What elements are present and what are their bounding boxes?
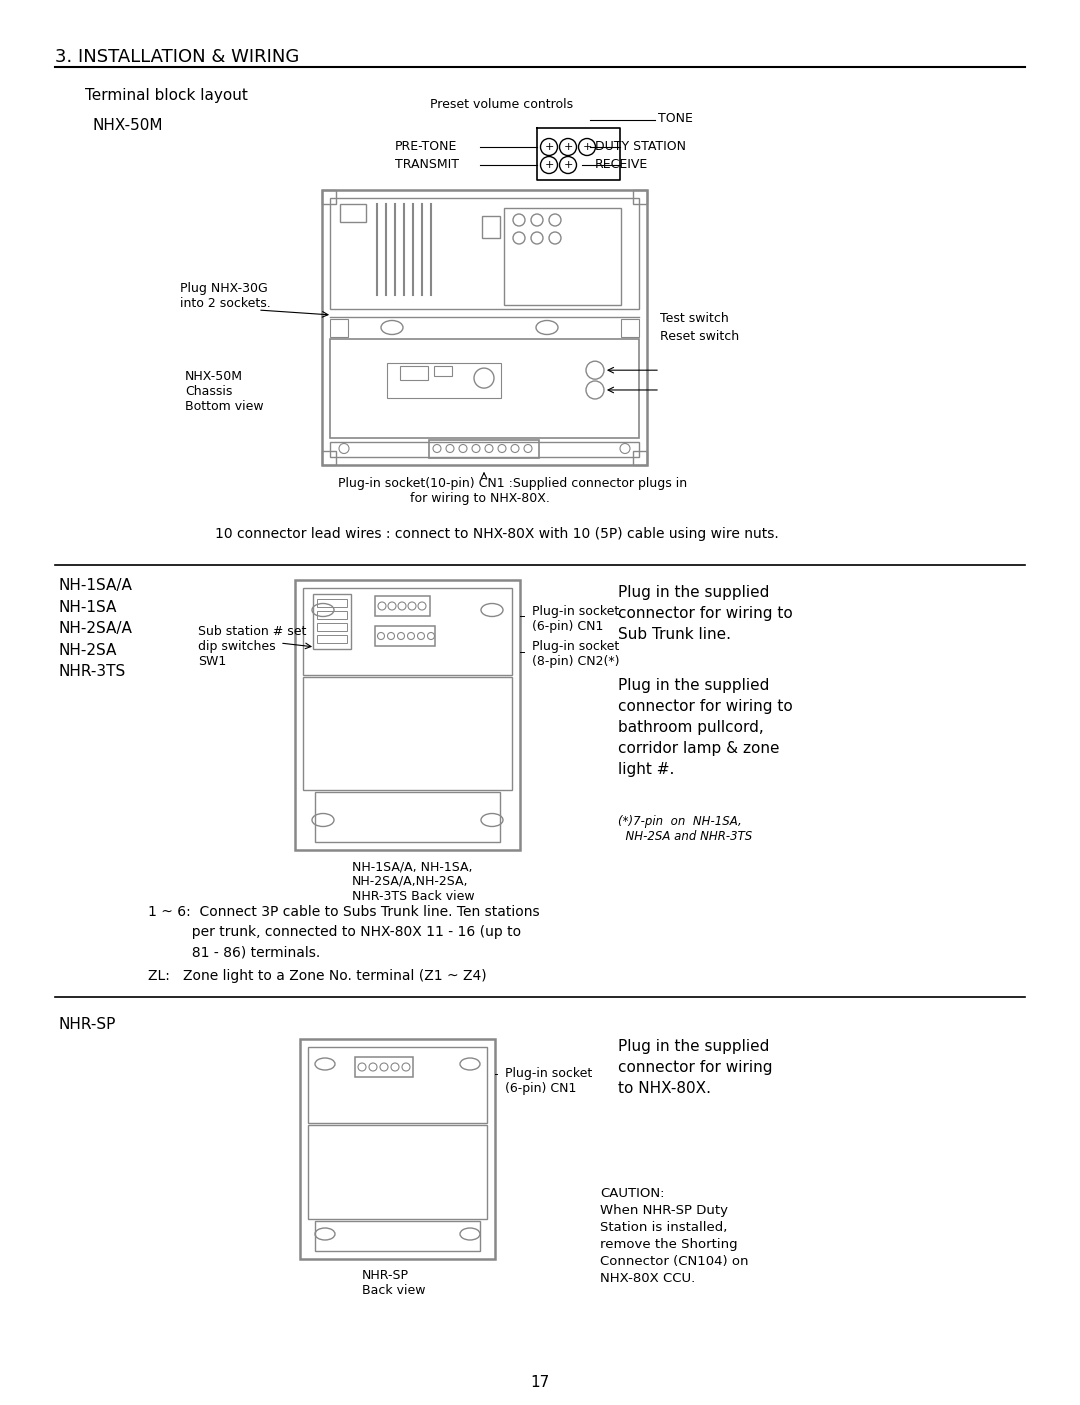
Bar — [400, 367, 428, 381]
Text: Plug in the supplied
connector for wiring to
Sub Trunk line.: Plug in the supplied connector for wirin… — [618, 584, 793, 642]
Text: NHR-SP
Back view: NHR-SP Back view — [362, 1269, 426, 1297]
Bar — [375, 627, 435, 646]
Bar — [355, 1057, 413, 1078]
Text: NH-1SA/A, NH-1SA,
NH-2SA/A,NH-2SA,
NHR-3TS Back view: NH-1SA/A, NH-1SA, NH-2SA/A,NH-2SA, NHR-3… — [352, 860, 474, 903]
Text: 1 ~ 6:  Connect 3P cable to Subs Trunk line. Ten stations: 1 ~ 6: Connect 3P cable to Subs Trunk li… — [148, 905, 540, 919]
Text: NHR-SP: NHR-SP — [58, 1017, 116, 1033]
Bar — [295, 580, 519, 850]
Text: TONE: TONE — [658, 112, 693, 125]
Bar — [318, 599, 347, 607]
Text: +: + — [544, 142, 554, 152]
Bar — [340, 204, 366, 222]
Text: PRE-TONE: PRE-TONE — [395, 140, 457, 153]
Text: DUTY STATION: DUTY STATION — [595, 140, 686, 153]
Text: 3. INSTALLATION & WIRING: 3. INSTALLATION & WIRING — [55, 48, 299, 66]
Text: 81 - 86) terminals.: 81 - 86) terminals. — [148, 946, 321, 960]
Text: +: + — [564, 160, 572, 170]
Text: +: + — [544, 160, 554, 170]
Text: Plug in the supplied
connector for wiring
to NHX-80X.: Plug in the supplied connector for wirin… — [618, 1040, 772, 1096]
Bar — [322, 190, 336, 204]
Bar — [308, 1124, 487, 1220]
Bar — [318, 622, 347, 631]
Text: Plug-in socket(10-pin) CN1 :Supplied connector plugs in
                  for wi: Plug-in socket(10-pin) CN1 :Supplied con… — [338, 478, 687, 504]
Bar — [330, 319, 348, 337]
Bar — [375, 596, 430, 615]
Bar — [308, 1047, 487, 1123]
Text: per trunk, connected to NHX-80X 11 - 16 (up to: per trunk, connected to NHX-80X 11 - 16 … — [148, 924, 522, 939]
Text: NHX-50M
Chassis
Bottom view: NHX-50M Chassis Bottom view — [185, 370, 264, 413]
Text: RECEIVE: RECEIVE — [595, 157, 648, 171]
Text: Test switch: Test switch — [660, 312, 729, 325]
Text: Reset switch: Reset switch — [660, 330, 739, 343]
Bar — [330, 198, 639, 309]
Text: Preset volume controls: Preset volume controls — [430, 98, 573, 111]
Bar — [303, 676, 512, 790]
Text: (*)7-pin  on  NH-1SA,
  NH-2SA and NHR-3TS: (*)7-pin on NH-1SA, NH-2SA and NHR-3TS — [618, 815, 753, 843]
Text: ZL:   Zone light to a Zone No. terminal (Z1 ~ Z4): ZL: Zone light to a Zone No. terminal (Z… — [148, 969, 487, 984]
Bar — [330, 441, 639, 457]
Text: Sub station # set
dip switches
SW1: Sub station # set dip switches SW1 — [198, 625, 307, 667]
Bar — [633, 451, 647, 465]
Text: NH-1SA/A
NH-1SA
NH-2SA/A
NH-2SA
NHR-3TS: NH-1SA/A NH-1SA NH-2SA/A NH-2SA NHR-3TS — [58, 577, 132, 680]
Text: 17: 17 — [530, 1375, 550, 1390]
Bar — [300, 1040, 495, 1259]
Bar — [434, 367, 453, 377]
Text: Plug NHX-30G
into 2 sockets.: Plug NHX-30G into 2 sockets. — [180, 282, 271, 311]
Bar — [621, 319, 639, 337]
Text: Terminal block layout: Terminal block layout — [85, 89, 248, 103]
Text: +: + — [582, 142, 592, 152]
Bar — [315, 1221, 480, 1250]
Bar — [504, 208, 621, 305]
Text: NHX-50M: NHX-50M — [92, 118, 162, 133]
Bar — [429, 440, 539, 458]
Text: Plug-in socket
(8-pin) CN2(*): Plug-in socket (8-pin) CN2(*) — [532, 641, 620, 667]
Bar — [322, 451, 336, 465]
Bar — [318, 635, 347, 643]
Text: 10 connector lead wires : connect to NHX-80X with 10 (5P) cable using wire nuts.: 10 connector lead wires : connect to NHX… — [215, 527, 779, 541]
Bar — [318, 611, 347, 620]
Text: Plug in the supplied
connector for wiring to
bathroom pullcord,
corridor lamp & : Plug in the supplied connector for wirin… — [618, 679, 793, 777]
Bar — [313, 594, 351, 649]
Text: Plug-in socket
(6-pin) CN1: Plug-in socket (6-pin) CN1 — [505, 1066, 592, 1094]
Bar — [482, 216, 500, 237]
Text: +: + — [564, 142, 572, 152]
Bar — [303, 589, 512, 674]
Bar — [330, 339, 639, 437]
Text: Plug-in socket
(6-pin) CN1: Plug-in socket (6-pin) CN1 — [532, 606, 619, 634]
Bar — [322, 190, 647, 465]
Text: CAUTION:
When NHR-SP Duty
Station is installed,
remove the Shorting
Connector (C: CAUTION: When NHR-SP Duty Station is ins… — [600, 1187, 748, 1286]
Bar — [315, 792, 500, 842]
Text: TRANSMIT: TRANSMIT — [395, 157, 459, 171]
Bar — [633, 190, 647, 204]
Bar — [387, 364, 501, 398]
